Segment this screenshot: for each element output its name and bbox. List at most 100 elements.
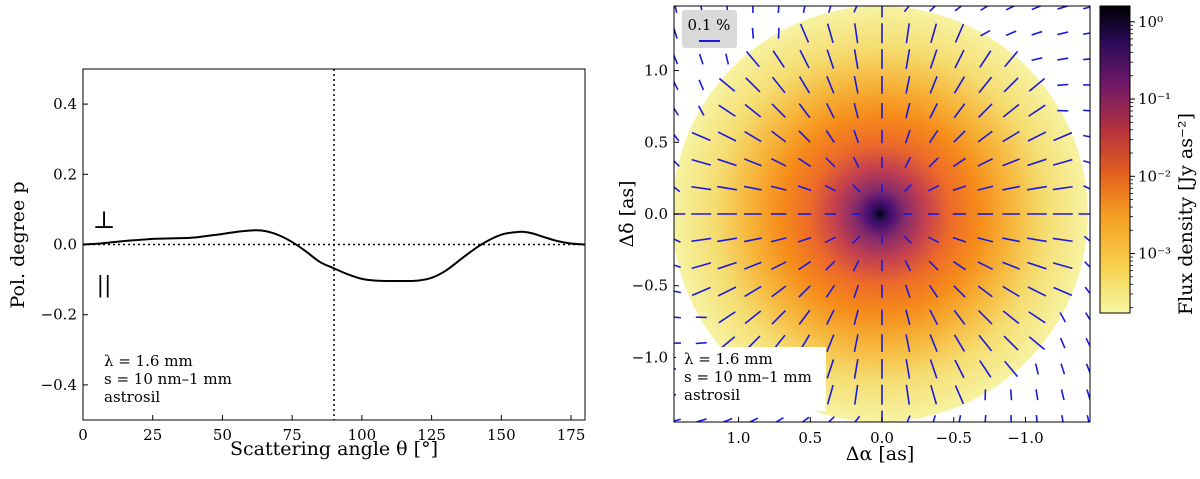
polarization-vector <box>929 49 938 69</box>
polarization-vector <box>826 76 835 94</box>
colorbar-frame <box>1099 5 1131 314</box>
polarization-vector <box>1027 261 1047 270</box>
polarization-vector <box>929 102 939 119</box>
polarization-vector <box>929 76 938 94</box>
left-x-axis-label: Scattering angle θ [°] <box>230 438 438 460</box>
polarization-vector <box>1028 311 1046 324</box>
polarization-vector <box>1009 389 1013 401</box>
left-x-tick-label: 25 <box>143 426 162 444</box>
polarization-vector <box>1052 185 1073 191</box>
polarization-vector <box>980 6 990 12</box>
polarization-vector <box>674 133 680 142</box>
polarization-vector <box>691 237 712 243</box>
polarization-vector <box>774 416 784 422</box>
polarization-vector <box>928 236 940 244</box>
polarization-vector <box>929 309 939 326</box>
polarization-vector <box>797 236 812 243</box>
polarization-vector <box>853 309 859 326</box>
right-panel: 1.0 0.5 0.0 −0.5 −1.0 −1.0 −0.5 0.0 0.5 1.0 Δα [a… <box>616 5 1091 465</box>
polarization-vector <box>1027 158 1047 167</box>
scale-bar-box <box>682 10 737 48</box>
polarization-vector <box>954 359 965 379</box>
polarization-vector <box>674 186 681 193</box>
polarization-vector <box>954 49 965 69</box>
right-annotation-material: astrosil <box>684 386 740 404</box>
polarization-vector <box>777 6 780 13</box>
right-x-axis-label: Δα [as] <box>846 443 915 465</box>
left-annotation-wavelength: λ = 1.6 mm <box>104 352 193 370</box>
polarization-vector <box>1060 389 1065 401</box>
polarization-vector <box>695 341 707 345</box>
polarization-vector <box>977 157 994 167</box>
polarization-vector <box>952 185 967 192</box>
polarization-vector <box>717 286 737 297</box>
polarization-vector <box>770 185 787 191</box>
colorbar-tick-label: 10⁻² <box>1138 167 1171 185</box>
left-y-tick-label: −0.2 <box>41 306 77 324</box>
polarization-vector <box>1005 30 1017 37</box>
polarization-vector <box>1059 312 1067 323</box>
polarization-vector <box>1027 131 1047 142</box>
polarization-vector <box>853 334 859 353</box>
polarization-vector <box>929 359 938 379</box>
polarization-vector <box>905 309 911 326</box>
polarization-vector <box>771 76 786 94</box>
polarization-vector <box>1004 50 1019 68</box>
polarization-vector <box>717 185 738 191</box>
polarization-vector <box>853 129 860 144</box>
polarization-vector <box>1027 286 1047 297</box>
polarization-vector <box>953 309 966 325</box>
polarization-vector <box>674 290 681 294</box>
left-x-tick-label: 175 <box>557 426 586 444</box>
polarization-vector <box>1002 185 1021 191</box>
polarization-vector <box>691 286 711 297</box>
polarization-vector <box>744 103 762 118</box>
left-y-tick-label: −0.4 <box>41 376 77 394</box>
polarization-vector <box>691 262 712 270</box>
left-y-tick-label: 0.4 <box>53 95 77 113</box>
polarization-vector <box>802 6 806 13</box>
right-y-axis-label: Δδ [as] <box>616 180 638 247</box>
polarization-vector <box>853 358 859 379</box>
polarization-vector <box>853 6 858 13</box>
polarization-vector <box>854 415 861 422</box>
polarization-vector <box>1028 104 1046 117</box>
polarization-vector <box>718 104 736 117</box>
polarization-vector <box>928 284 939 299</box>
polarization-vector <box>977 103 993 119</box>
polarization-vector <box>827 6 832 13</box>
polarization-vector <box>691 131 711 142</box>
polarization-vector <box>744 158 762 167</box>
left-annotation-material: astrosil <box>104 388 160 406</box>
polarization-vector <box>770 237 787 243</box>
polarization-vector <box>928 184 940 192</box>
polarization-vector <box>797 185 812 192</box>
polarization-vector <box>1084 312 1090 322</box>
polarization-vector <box>958 415 962 422</box>
polarization-vector <box>853 75 859 94</box>
polarization-vector <box>1003 335 1019 351</box>
polarization-vector <box>1031 30 1043 36</box>
parallel-marker: || <box>97 273 112 298</box>
colorbar-tick-label: 10⁻³ <box>1138 245 1171 263</box>
right-annotation-size: s = 10 nm–1 mm <box>684 368 812 386</box>
polarization-vector <box>1083 109 1090 112</box>
polarization-vector <box>853 384 859 405</box>
polarization-vector <box>1053 286 1073 297</box>
right-x-tick-label: 0.0 <box>870 429 894 447</box>
polarization-vector <box>801 416 810 422</box>
polarization-vector <box>905 49 911 70</box>
polarization-vector <box>904 284 911 299</box>
polarization-vector <box>798 285 811 298</box>
polarization-vector <box>674 159 680 167</box>
polarization-vector <box>674 316 681 319</box>
polarization-vector <box>771 103 787 119</box>
polarization-vector <box>929 6 937 12</box>
polarization-vector <box>674 106 680 116</box>
polarization-vector <box>745 77 761 93</box>
polarization-vector <box>744 310 762 325</box>
polarization-vector <box>903 6 910 13</box>
right-tick-labels: 1.0 0.5 0.0 −0.5 −1.0 −1.0 −0.5 0.0 0.5 1.0 <box>632 62 1044 447</box>
polarization-vector <box>977 285 993 298</box>
polarization-vector <box>825 284 836 299</box>
